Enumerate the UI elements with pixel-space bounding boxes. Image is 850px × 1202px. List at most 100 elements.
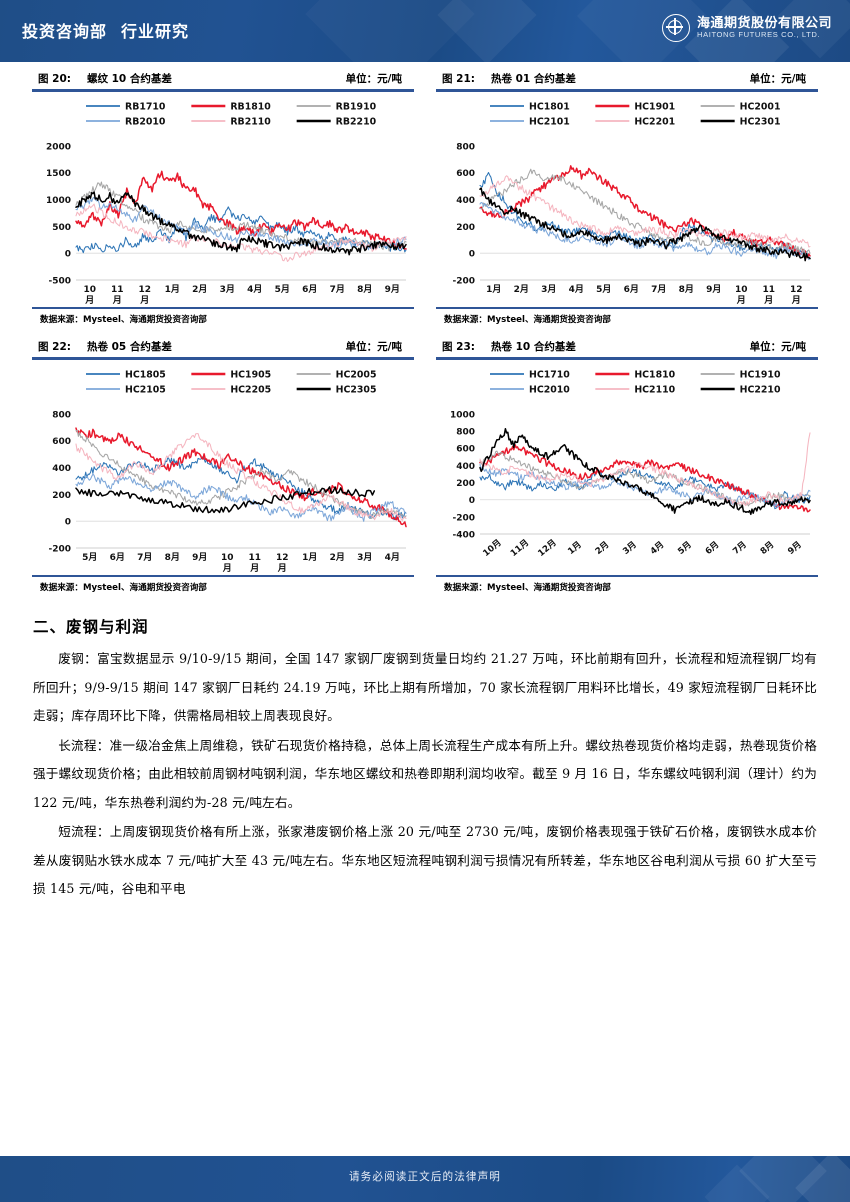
chart-bottom-rule [32, 306, 414, 310]
svg-text:1000: 1000 [46, 196, 71, 206]
chart-figure-number: 图 20: [38, 73, 71, 85]
svg-text:月: 月 [139, 295, 149, 306]
svg-text:HC2301: HC2301 [740, 116, 781, 127]
svg-text:8月: 8月 [679, 284, 694, 295]
svg-text:0: 0 [469, 249, 475, 259]
svg-text:月: 月 [791, 295, 801, 306]
haitong-logo-icon [661, 14, 690, 42]
svg-text:10: 10 [84, 285, 97, 295]
svg-text:HC1805: HC1805 [125, 369, 166, 380]
svg-text:600: 600 [52, 437, 71, 447]
svg-text:-200: -200 [452, 276, 475, 286]
svg-text:HC2205: HC2205 [230, 384, 271, 395]
chart-title: 热卷 10 合约基差 [490, 341, 576, 354]
svg-text:8月: 8月 [357, 284, 372, 295]
chart-plot-area: -200 0 200 400 600 800 5月 6月 7月 8月 9月 10 月 11 月 12 月 1月 2月… [32, 361, 414, 574]
svg-text:9月: 9月 [786, 539, 804, 557]
svg-text:6月: 6月 [703, 539, 721, 557]
svg-text:9月: 9月 [192, 552, 207, 563]
svg-text:1000: 1000 [450, 410, 475, 420]
chart-plot-area: -200 0 200 400 600 800 1月 2月 3月 4月 5月 6月 7月 8月 9月 10 月 11… [436, 93, 818, 306]
svg-text:-200: -200 [48, 544, 71, 554]
header-category: 行业研究 [121, 22, 190, 41]
chart-top-rule [32, 357, 414, 360]
svg-text:HC1810: HC1810 [634, 369, 675, 380]
svg-text:HC2005: HC2005 [336, 369, 377, 380]
section-title: 二、废钢与利润 [33, 618, 149, 637]
svg-text:7月: 7月 [651, 284, 666, 295]
svg-text:1月: 1月 [165, 284, 180, 295]
svg-text:5月: 5月 [676, 539, 694, 557]
svg-text:600: 600 [456, 444, 475, 454]
svg-text:6月: 6月 [624, 284, 639, 295]
svg-text:7月: 7月 [137, 552, 152, 563]
svg-text:月: 月 [112, 295, 122, 306]
chart-plot-area: -400 -200 0 200 400 600 800 1000 10月 11月 12月 1月 2月 3月… [436, 361, 818, 574]
svg-text:400: 400 [456, 196, 475, 206]
chart-card-3: 图 22: 热卷 05 合约基差 单位：元/吨 -200 0 200 400 600 800 5月… [32, 339, 414, 593]
chart-figure-number: 图 23: [442, 341, 475, 354]
svg-text:5月: 5月 [275, 284, 290, 295]
svg-text:2月: 2月 [192, 284, 207, 295]
svg-text:月: 月 [277, 563, 287, 574]
chart-source-note: 数据来源：Mysteel、海通期货投资咨询部 [444, 315, 611, 326]
svg-text:5月: 5月 [596, 284, 611, 295]
svg-text:11: 11 [763, 285, 776, 295]
svg-text:1月: 1月 [486, 284, 501, 295]
svg-text:HC2001: HC2001 [740, 101, 781, 112]
svg-text:HC1905: HC1905 [230, 369, 271, 380]
svg-text:12: 12 [790, 285, 803, 295]
paragraph-scrap-steel: 废钢：富宝数据显示 9/10-9/15 期间，全国 147 家钢厂废钢到货量日均… [33, 651, 817, 724]
company-logo: 海通期货股份有限公司 HAITONG FUTURES CO., LTD. [661, 14, 832, 42]
svg-text:9月: 9月 [706, 284, 721, 295]
svg-text:RB2110: RB2110 [230, 116, 271, 127]
svg-text:500: 500 [52, 222, 71, 232]
chart-header: 图 20: 螺纹 10 合约基差 单位：元/吨 [32, 71, 414, 89]
svg-text:4月: 4月 [648, 539, 666, 557]
svg-text:月: 月 [84, 295, 94, 306]
chart-unit: 单位：元/吨 [345, 73, 402, 85]
svg-text:-400: -400 [452, 530, 475, 540]
svg-text:400: 400 [52, 464, 71, 474]
svg-text:6月: 6月 [302, 284, 317, 295]
svg-text:12: 12 [276, 553, 289, 563]
chart-unit: 单位：元/吨 [345, 341, 402, 354]
svg-text:5月: 5月 [82, 552, 97, 563]
svg-text:1月: 1月 [566, 539, 584, 557]
page-content: 图 20: 螺纹 10 合约基差 单位：元/吨 -500 0 500 1000 1500 200… [0, 62, 850, 905]
svg-text:800: 800 [52, 410, 71, 420]
header-department: 投资咨询部 [22, 22, 108, 41]
svg-text:月: 月 [249, 563, 259, 574]
chart-title: 热卷 01 合约基差 [490, 73, 576, 85]
svg-text:1月: 1月 [302, 552, 317, 563]
svg-text:2月: 2月 [514, 284, 529, 295]
paragraph-long-process: 长流程：准一级冶金焦上周维稳，铁矿石现货价格持稳，总体上周长流程生产成本有所上升… [33, 737, 817, 810]
svg-text:8月: 8月 [165, 552, 180, 563]
chart-plot-area: -500 0 500 1000 1500 2000 10 月 11 月 12 月 1月 2月 3月 4月 5月 6… [32, 93, 414, 306]
svg-text:HC2210: HC2210 [740, 384, 781, 395]
footer-legal-note: 请务必阅读正文后的法律声明 [348, 1171, 502, 1183]
chart-card-2: 图 21: 热卷 01 合约基差 单位：元/吨 -200 0 200 400 600 800 1月… [436, 71, 818, 325]
paragraph-short-process: 短流程：上周废钢现货价格有所上涨，张家港废钢价格上涨 20 元/吨至 2730 … [33, 824, 817, 897]
header-title: 投资咨询部 行业研究 [22, 18, 189, 42]
svg-text:6月: 6月 [110, 552, 125, 563]
article-body: 二、废钢与利润 废钢：富宝数据显示 9/10-9/15 期间，全国 147 家钢… [0, 593, 850, 904]
svg-text:HC2305: HC2305 [336, 384, 377, 395]
chart-source-note: 数据来源：Mysteel、海通期货投资咨询部 [40, 583, 207, 594]
svg-text:10月: 10月 [481, 537, 504, 559]
svg-text:HC2101: HC2101 [529, 116, 570, 127]
chart-card-4: 图 23: 热卷 10 合约基差 单位：元/吨 -400 -200 0 200 400 600 8… [436, 339, 818, 593]
chart-bottom-rule [436, 574, 818, 578]
svg-text:HC2110: HC2110 [634, 384, 675, 395]
svg-text:2月: 2月 [593, 539, 611, 557]
svg-text:3月: 3月 [621, 539, 639, 557]
svg-text:7月: 7月 [731, 539, 749, 557]
svg-text:10: 10 [221, 553, 234, 563]
svg-text:800: 800 [456, 427, 475, 437]
chart-bottom-rule [32, 574, 414, 578]
svg-text:HC1801: HC1801 [529, 101, 570, 112]
chart-unit: 单位：元/吨 [749, 73, 806, 85]
chart-top-rule [436, 89, 818, 92]
page-header: 投资咨询部 行业研究 海通期货股份有限公司 HAITONG FUTURES CO.… [0, 0, 850, 62]
svg-text:200: 200 [456, 479, 475, 489]
